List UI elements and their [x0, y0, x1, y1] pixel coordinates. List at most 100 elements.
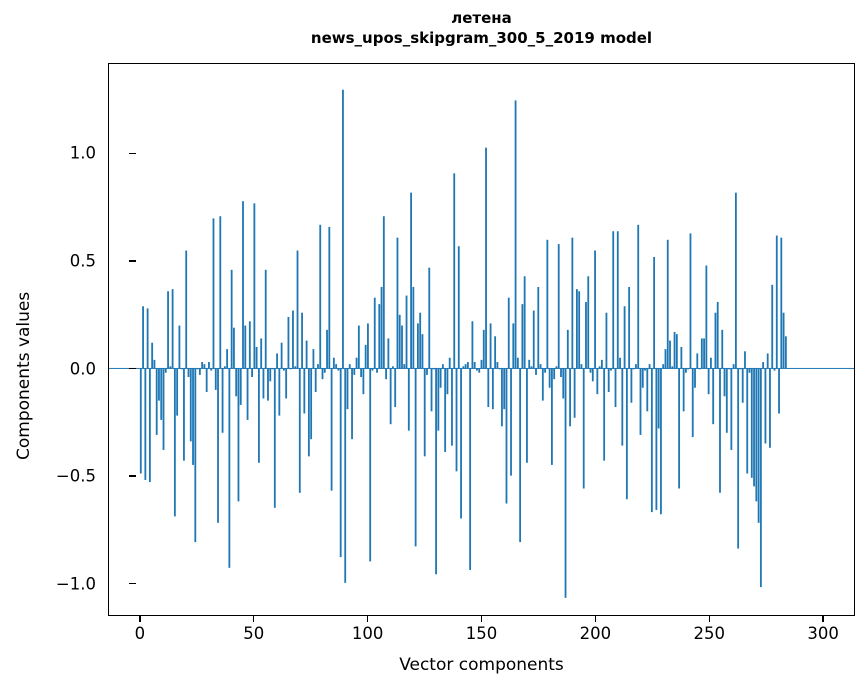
bar: [235, 368, 238, 397]
bar: [260, 338, 263, 369]
bar: [675, 334, 678, 369]
y-tick-mark: [129, 475, 136, 477]
bar: [746, 368, 749, 474]
bar: [176, 368, 179, 416]
bar: [351, 368, 353, 440]
bar: [444, 368, 447, 453]
y-tick-label: 1.0: [69, 143, 96, 163]
bar: [221, 368, 224, 433]
bar: [330, 368, 333, 491]
bar: [267, 368, 269, 401]
bar: [441, 364, 444, 369]
bar: [482, 329, 485, 369]
y-tick-mark: [129, 152, 136, 155]
bar: [287, 316, 290, 369]
bar: [685, 368, 687, 373]
bar: [183, 368, 185, 461]
bar: [548, 368, 551, 388]
bar: [346, 368, 349, 410]
bar: [339, 368, 342, 558]
bar: [614, 368, 617, 408]
bar: [208, 362, 210, 369]
bar: [435, 368, 437, 575]
bar: [187, 368, 190, 378]
bar: [389, 368, 392, 425]
y-tick-label: 0.0: [69, 359, 96, 379]
bar: [189, 368, 192, 442]
bar: [439, 368, 442, 388]
bar: [423, 368, 426, 457]
bar: [639, 368, 642, 435]
bar: [357, 325, 360, 369]
bar: [344, 368, 347, 583]
bar: [162, 368, 165, 450]
bar: [535, 368, 537, 375]
bar: [637, 224, 640, 369]
bar: [253, 203, 256, 369]
bar: [769, 368, 771, 448]
bar: [148, 368, 151, 483]
bar: [734, 192, 737, 369]
bar: [230, 269, 233, 369]
bar: [405, 295, 408, 369]
bar: [164, 368, 167, 373]
bar: [610, 368, 612, 371]
bar: [367, 323, 369, 369]
bar: [360, 368, 363, 378]
x-tick-label: 150: [465, 624, 498, 643]
bar: [307, 368, 310, 457]
bar: [480, 359, 483, 369]
bar: [201, 362, 204, 369]
bar: [185, 250, 188, 369]
bar: [700, 338, 703, 369]
bar: [782, 312, 785, 369]
bar: [578, 291, 581, 369]
bar: [469, 368, 472, 570]
x-tick-label: 0: [134, 624, 146, 643]
bar: [773, 368, 776, 371]
bar: [385, 368, 388, 380]
bar: [616, 231, 619, 369]
bar: [294, 366, 297, 369]
bar: [757, 368, 760, 523]
bar: [317, 364, 319, 369]
bar: [167, 291, 169, 369]
bar: [585, 301, 587, 369]
bar: [392, 366, 394, 369]
bar: [505, 368, 508, 504]
bar: [716, 301, 719, 369]
bar: [753, 368, 755, 487]
bar: [212, 218, 215, 369]
bar: [217, 368, 219, 523]
bar: [755, 368, 758, 502]
bar: [630, 368, 633, 403]
bar: [457, 246, 460, 369]
bar: [691, 368, 694, 438]
bar-series-svg: [109, 89, 854, 598]
y-tick-label: −1.0: [55, 574, 96, 594]
bar: [780, 237, 783, 369]
bar: [725, 368, 728, 433]
bar: [623, 306, 626, 369]
bar: [662, 364, 665, 369]
bar: [410, 192, 412, 369]
bar: [255, 347, 258, 369]
bar: [280, 342, 283, 369]
bar: [526, 368, 528, 463]
bar: [664, 349, 667, 369]
bar: [737, 368, 740, 549]
bar: [764, 368, 767, 444]
bar: [251, 368, 254, 378]
x-tick-label: 100: [351, 624, 384, 643]
bar: [660, 368, 662, 515]
bar: [264, 269, 267, 369]
bar: [707, 368, 710, 395]
bar: [412, 286, 415, 369]
bar: [282, 368, 285, 371]
bar: [337, 368, 340, 371]
bar: [766, 353, 769, 369]
bar: [155, 368, 158, 435]
plot-area: [108, 63, 855, 616]
bar: [730, 368, 733, 450]
